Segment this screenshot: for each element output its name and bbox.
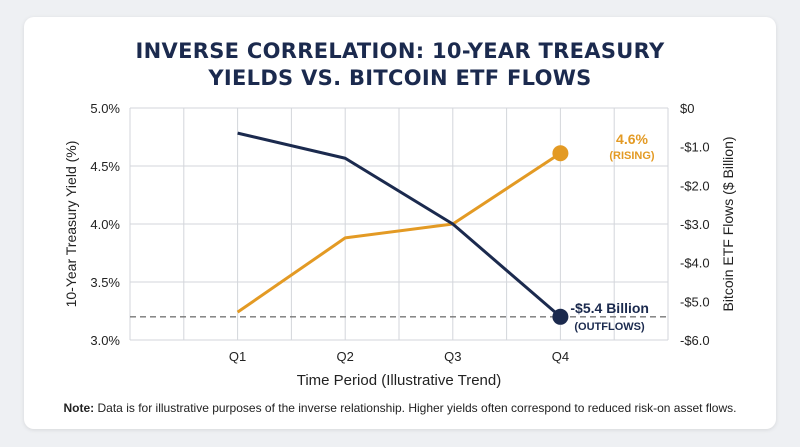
- etf-flow-end-point: [552, 308, 569, 325]
- y-left-tick-label: 3.5%: [90, 275, 120, 290]
- chart-title-line-1: INVERSE CORRELATION: 10-YEAR TREASURY: [135, 39, 665, 63]
- y-left-axis-title: 10-Year Treasury Yield (%): [63, 141, 79, 308]
- chart-title-line-2: YIELDS VS. BITCOIN ETF FLOWS: [208, 66, 592, 90]
- yield-series-line: [236, 151, 562, 314]
- note-text: Data is for illustrative purposes of the…: [94, 401, 737, 415]
- y-right-tick-label: -$2.0: [680, 178, 710, 193]
- note-label: Note:: [63, 401, 95, 415]
- etf-flow-annotation-value: -$5.4 Billion: [570, 300, 649, 316]
- y-left-tick-label: 4.0%: [90, 217, 120, 232]
- y-right-tick-label: -$5.0: [680, 294, 710, 309]
- y-left-tick-label: 3.0%: [90, 333, 120, 348]
- chart-note: Note: Data is for illustrative purposes …: [0, 401, 800, 415]
- x-tick-label: Q3: [444, 349, 461, 364]
- y-left-tick-label: 4.5%: [90, 159, 120, 174]
- chart-title: INVERSE CORRELATION: 10-YEAR TREASURY YI…: [0, 38, 800, 92]
- x-tick-label: Q2: [337, 349, 354, 364]
- y-right-tick-label: -$1.0: [680, 140, 710, 155]
- y-right-tick-label: $0: [680, 101, 694, 116]
- chart-card: [24, 17, 776, 429]
- yield-annotation-value: 4.6%: [616, 131, 648, 147]
- yield-end-point: [552, 145, 569, 162]
- etf-flow-annotation-subtext: (OUTFLOWS): [574, 321, 645, 333]
- y-right-tick-label: -$3.0: [680, 217, 710, 232]
- y-right-tick-label: -$6.0: [680, 333, 710, 348]
- y-right-tick-label: -$4.0: [680, 256, 710, 271]
- y-left-tick-label: 5.0%: [90, 101, 120, 116]
- x-tick-label: Q4: [552, 349, 569, 364]
- y-right-axis-title: Bitcoin ETF Flows ($ Billion): [720, 136, 736, 311]
- yield-annotation-subtext: (RISING): [609, 150, 655, 162]
- x-tick-label: Q1: [229, 349, 246, 364]
- etf-flow-series-line: [237, 131, 562, 318]
- x-axis-title: Time Period (Illustrative Trend): [297, 372, 502, 389]
